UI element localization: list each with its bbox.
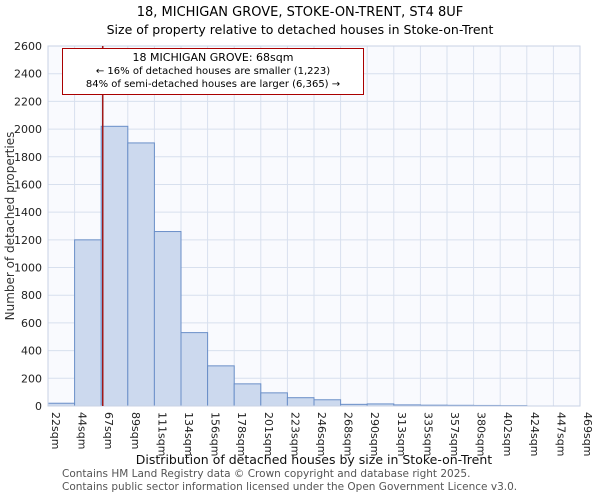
y-tick-label: 1400 [14,206,42,219]
x-tick-label: 134sqm [182,412,195,456]
chart-title: 18, MICHIGAN GROVE, STOKE-ON-TRENT, ST4 … [136,5,464,20]
histogram-bar [180,332,209,407]
marker-annotation-box: 18 MICHIGAN GROVE: 68sqm ← 16% of detach… [62,48,364,96]
y-tick-label: 200 [21,372,42,385]
histogram-bar [153,231,182,407]
x-tick-label: 313sqm [395,412,408,456]
annotation-smaller-stat: ← 16% of detached houses are smaller (1,… [95,66,331,78]
histogram-bar [260,392,288,407]
y-tick-label: 0 [35,400,42,413]
x-tick-label: 380sqm [475,412,488,456]
attribution-footer: Contains HM Land Registry data © Crown c… [62,468,592,494]
x-tick-label: 67sqm [102,412,115,449]
histogram-bar [74,239,102,407]
attribution-line-1: Contains HM Land Registry data © Crown c… [62,468,471,480]
x-tick-label: 22sqm [49,412,62,449]
x-tick-label: 44sqm [76,412,89,449]
y-tick-label: 400 [21,345,42,358]
histogram-bar [313,399,342,407]
y-axis-title: Number of detached properties [3,132,17,321]
x-tick-label: 290sqm [368,412,381,456]
histogram-bar [233,383,262,407]
chart-header: 18, MICHIGAN GROVE, STOKE-ON-TRENT, ST4 … [0,0,600,40]
y-tick-label: 1600 [14,178,42,191]
attribution-line-2: Contains public sector information licen… [62,481,518,494]
histogram-bar [207,365,235,407]
histogram-bar [286,397,315,407]
x-tick-label: 424sqm [528,412,541,456]
x-tick-label: 335sqm [421,412,434,456]
y-tick-label: 2000 [14,123,42,136]
chart-svg: 0 200 400 600 800 1000 1200 1400 1600 1800 2000 220… [3,40,594,467]
y-tick-label: 2600 [14,40,42,53]
x-axis-title: Distribution of detached houses by size … [136,452,492,467]
y-tick-label: 1800 [14,151,42,164]
x-tick-label: 246sqm [315,412,328,456]
y-tick-label: 800 [21,289,42,302]
x-tick-label: 156sqm [209,412,222,456]
y-tick-label: 2200 [14,95,42,108]
x-tick-label: 201sqm [262,412,275,456]
histogram-bar [100,125,129,407]
x-tick-label: 469sqm [581,412,594,456]
x-tick-label: 268sqm [342,412,355,456]
x-tick-label: 223sqm [288,412,301,456]
y-tick-label: 1000 [14,262,42,275]
x-tick-label: 357sqm [448,412,461,456]
annotation-larger-stat: 84% of semi-detached houses are larger (… [85,79,341,91]
annotation-property-label: 18 MICHIGAN GROVE: 68sqm [132,51,294,64]
x-tick-label: 402sqm [501,412,514,456]
chart-subtitle: Size of property relative to detached ho… [106,22,494,37]
x-tick-label: 447sqm [554,412,567,456]
y-tick-label: 1200 [14,234,42,247]
chart-area: 0 200 400 600 800 1000 1200 1400 1600 1800 2000 220… [0,40,600,470]
y-tick-label: 600 [21,317,42,330]
x-tick-label: 111sqm [155,412,168,456]
y-tick-label: 2400 [14,68,42,81]
x-tick-label: 178sqm [235,412,248,456]
histogram-bar [127,142,155,407]
x-tick-label: 89sqm [129,412,142,449]
plot-border [47,45,581,407]
